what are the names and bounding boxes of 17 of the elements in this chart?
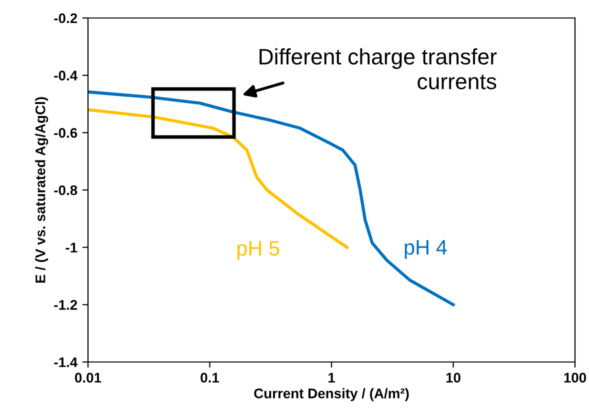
x-tick-label: 10 (446, 372, 460, 383)
y-tick-label: -0.4 (54, 70, 78, 81)
x-tick-label: 100 (564, 372, 586, 383)
x-tick-label: 0.1 (200, 372, 220, 383)
y-tick-label: -1 (66, 242, 78, 252)
series-label: pH 5 (237, 241, 280, 260)
series-label: pH 4 (404, 240, 447, 259)
y-axis-title: E / (V vs. saturated Ag/AgCl) (35, 97, 48, 283)
x-axis-title: Current Density / (A/m²) (254, 388, 409, 402)
y-tick-label: -0.2 (54, 13, 78, 24)
x-tick-label: 0.01 (75, 372, 102, 383)
x-tick-label: 1 (328, 372, 335, 382)
y-tick-label: -1.4 (54, 357, 78, 368)
y-tick-label: -0.8 (54, 185, 78, 196)
annotation: Different charge transfer currents (260, 48, 497, 90)
y-tick-label: -1.2 (54, 300, 78, 310)
y-tick-label: -0.6 (54, 128, 78, 138)
